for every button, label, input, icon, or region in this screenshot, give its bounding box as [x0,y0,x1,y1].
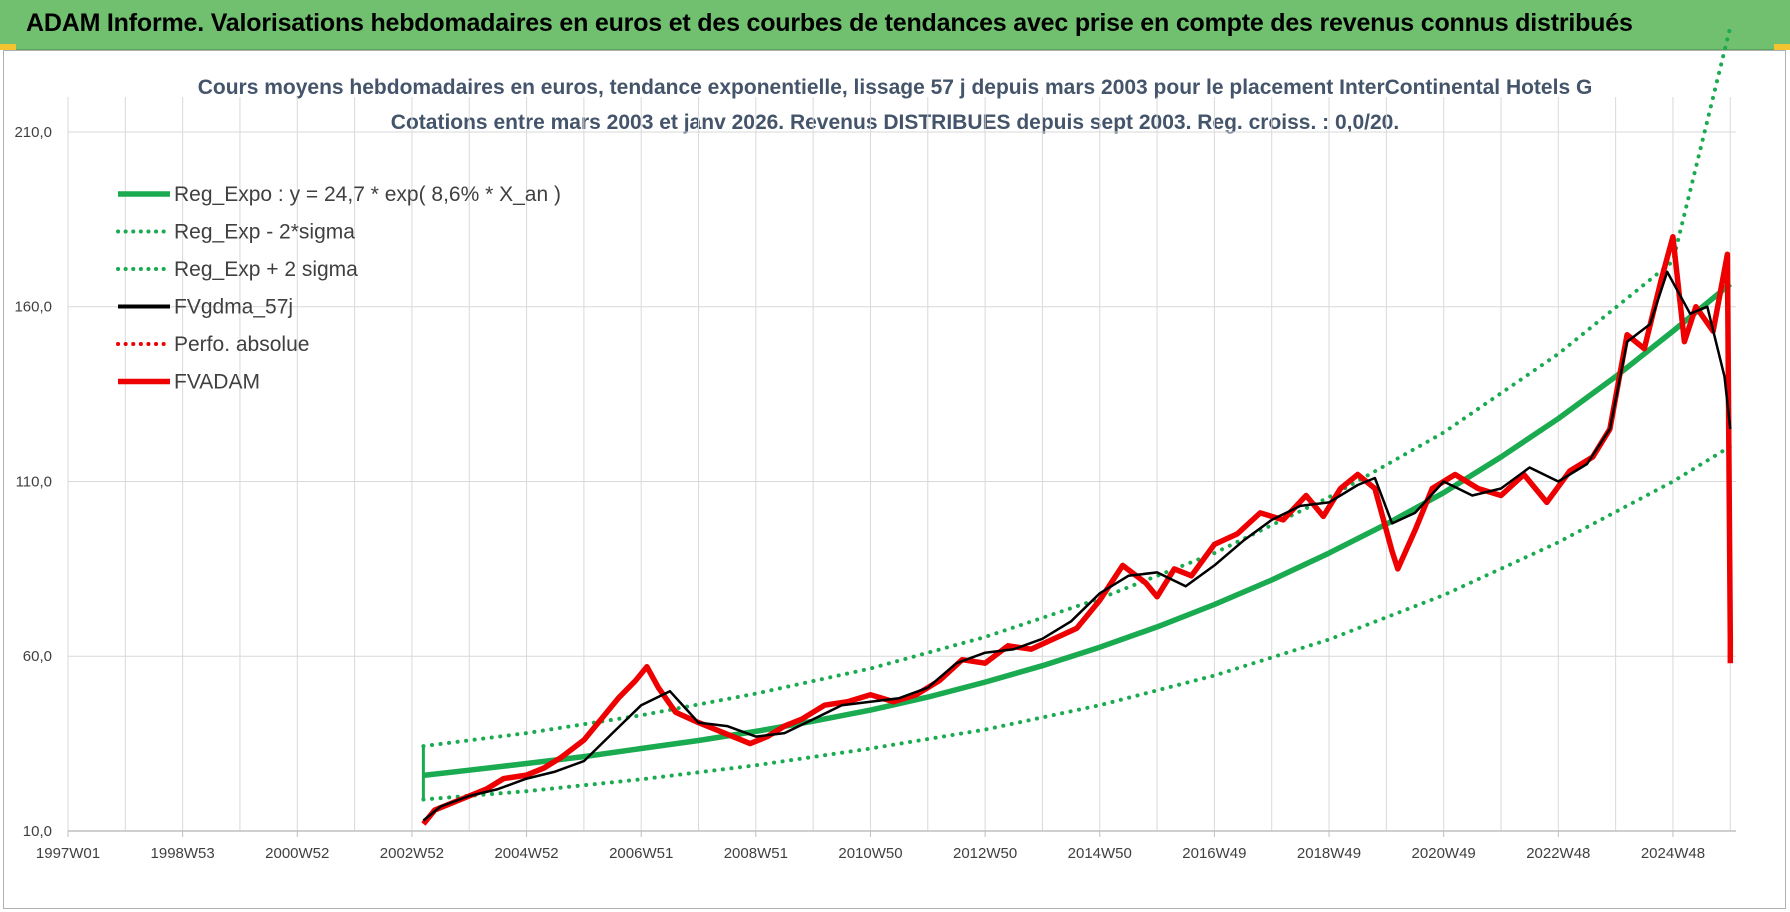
x-tick-label: 2006W51 [609,845,673,862]
y-tick-label: 160,0 [14,299,52,316]
series-line-1 [421,444,1733,802]
series-line-3 [422,270,1732,822]
report-banner: ADAM Informe. Valorisations hebdomadaire… [0,0,1790,50]
x-axis: 1997W01 1998W53 2000W52 2002W52 2004W52 2006W… [36,830,1736,862]
series-line-0 [423,281,1733,779]
legend-label: Reg_Exp - 2*sigma [174,221,355,244]
x-tick-label: 2012W50 [953,845,1017,862]
y-tick-label: 10,0 [23,823,52,840]
chart-subtitle: Cotations entre mars 2003 et janv 2026. … [390,111,1400,134]
x-tick-label: 2002W52 [380,845,444,862]
report-title: ADAM Informe. Valorisations hebdomadaire… [26,9,1633,37]
x-tick-label: 2014W50 [1068,845,1132,862]
series-line-2 [421,25,1733,749]
legend-label: Reg_Expo : y = 24,7 * exp( 8,6% * X_an ) [174,183,561,206]
series-line-5 [421,234,1734,826]
legend-label: FVgdma_57j [174,296,293,319]
x-tick-label: 1998W53 [151,845,215,862]
y-tick-label: 210,0 [14,124,52,141]
legend-label: Reg_Exp + 2 sigma [174,258,358,281]
y-tick-label: 60,0 [23,648,52,665]
x-tick-label: 2022W48 [1526,845,1590,862]
x-tick-label: 2000W52 [265,845,329,862]
grid [67,97,1736,832]
corner-marker [1774,44,1790,50]
x-tick-label: 2018W49 [1297,845,1361,862]
y-axis: 10,0 60,0 110,0 160,0 210,0 [14,124,52,840]
legend-label: Perfo. absolue [174,333,309,356]
x-tick-label: 2016W49 [1182,845,1246,862]
chart-frame [3,50,1786,909]
x-tick-label: 2010W50 [838,845,902,862]
series-group [421,25,1734,826]
y-tick-label: 110,0 [16,473,52,490]
legend-label: FVADAM [174,371,260,394]
x-tick-label: 1997W01 [36,845,100,862]
x-tick-label: 2004W52 [494,845,558,862]
corner-marker [0,44,16,50]
x-tick-label: 2008W51 [724,845,788,862]
x-tick-label: 2020W49 [1412,845,1476,862]
x-tick-label: 2024W48 [1641,845,1705,862]
chart-title: Cours moyens hebdomadaires en euros, ten… [197,76,1593,99]
legend: Reg_Expo : y = 24,7 * exp( 8,6% * X_an )… [116,183,561,394]
